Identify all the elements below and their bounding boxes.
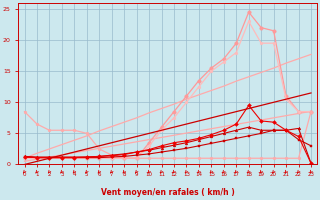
X-axis label: Vent moyen/en rafales ( km/h ): Vent moyen/en rafales ( km/h ): [101, 188, 235, 197]
